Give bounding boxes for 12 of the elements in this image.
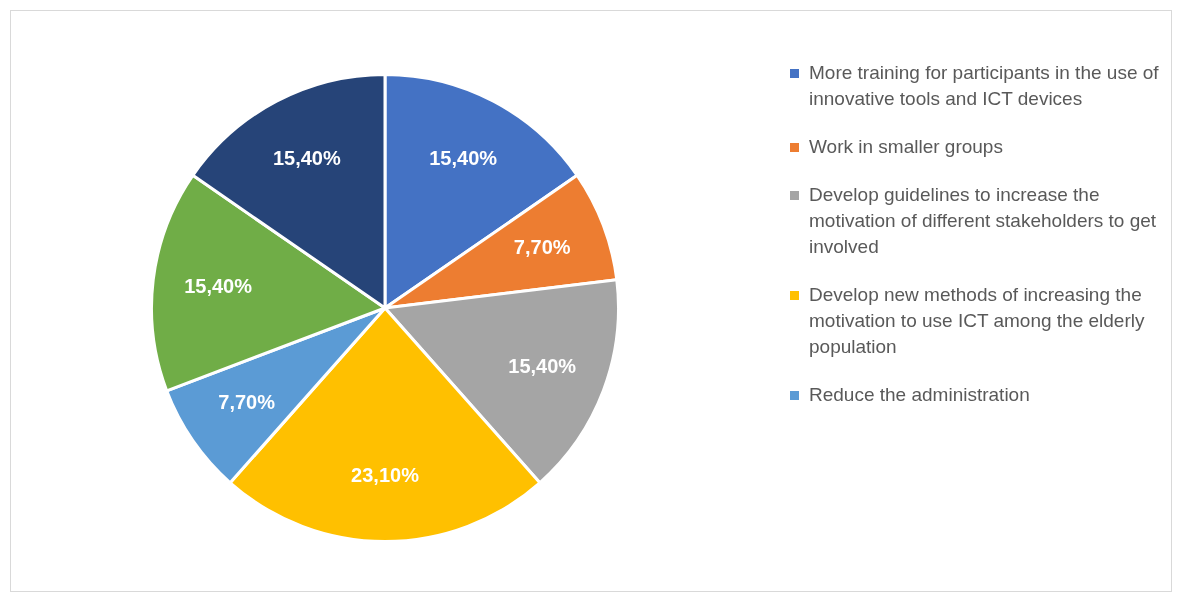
data-label: 15,40% <box>272 146 341 169</box>
data-label: 15,40% <box>184 275 253 298</box>
legend-label: Reduce the administration <box>809 383 1030 407</box>
legend-label: Work in smaller groups <box>809 135 1003 159</box>
legend-label: More training for participants in the use of innovative tools and ICT devices <box>809 61 1160 111</box>
data-label: 15,40% <box>429 146 498 169</box>
legend-label: Develop guidelines to increase the motivation of different stakeholders to get involved <box>809 183 1158 259</box>
data-label: 7,70% <box>513 235 571 258</box>
data-label: 15,40% <box>508 355 577 378</box>
legend-label: Develop new methods of increasing the motivation to use ICT among the elderly population <box>809 283 1146 359</box>
data-label: 23,10% <box>351 463 420 486</box>
data-label: 7,70% <box>218 391 276 414</box>
